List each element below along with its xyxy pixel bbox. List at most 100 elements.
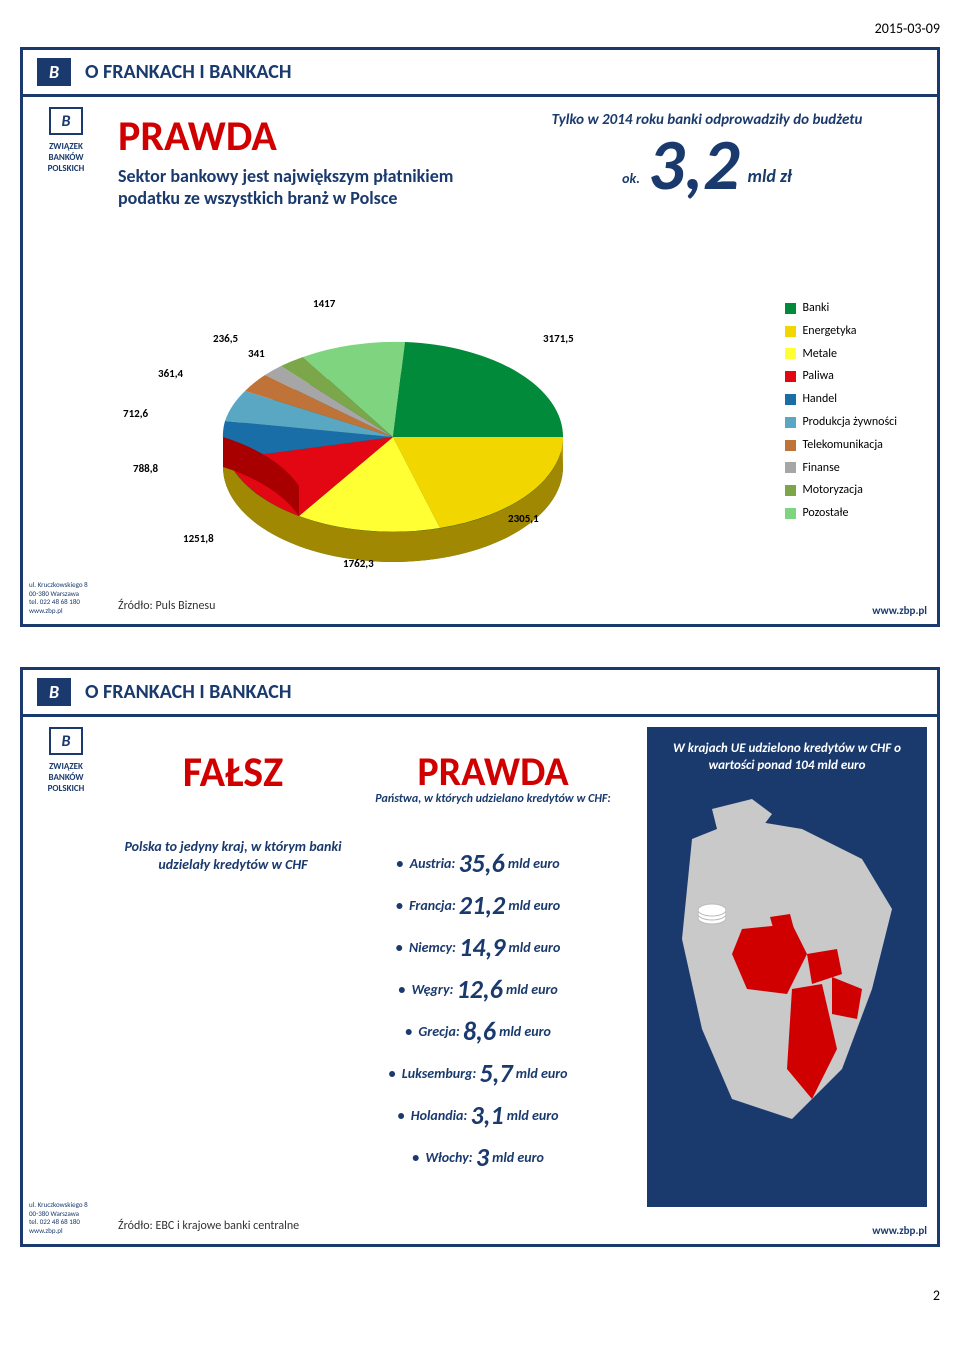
legend-item: Finanse [785,457,897,480]
s2-sub-mid: Państwa, w których udzielano kredytów w … [343,792,643,806]
s1-right-block: Tylko w 2014 roku banki odprowadziły do … [517,111,897,201]
s1-source: Źródło: Puls Biznesu [118,599,215,613]
legend-label: Produkcja żywności [802,411,897,434]
org-name: ZWIĄZEK BANKÓW POLSKICH [31,141,101,174]
legend-item: Motoryzacja [785,479,897,502]
pie-label-motor: 341 [248,347,265,360]
address-block: ul. Kruczkowskiego 8 00-380 Warszawa tel… [29,1201,107,1235]
europe-map [662,789,912,1149]
country-value: 8,6 [463,1015,496,1047]
falsz-heading: FAŁSZ [123,747,343,798]
legend-swatch-icon [785,303,796,314]
org-sidebar: B ZWIĄZEK BANKÓW POLSKICH [31,727,101,794]
country-row: • Holandia: 3,1 mld euro [303,1099,653,1131]
country-unit: mld euro [506,981,558,998]
legend-label: Telekomunikacja [802,434,883,457]
legend-swatch-icon [785,326,796,337]
legend-swatch-icon [785,485,796,496]
sidebar-logo-icon: B [49,107,83,135]
legend-swatch-icon [785,417,796,428]
legend-label: Banki [802,297,829,320]
country-unit: mld euro [516,1065,568,1082]
country-value: 5,7 [479,1057,512,1089]
sidebar-logo-icon: B [49,727,83,755]
legend-label: Energetyka [802,320,856,343]
slide-1: B O FRANKACH I BANKACH B ZWIĄZEK BANKÓW … [20,47,940,627]
slide-2: B O FRANKACH I BANKACH B ZWIĄZEK BANKÓW … [20,667,940,1247]
map-svg [662,789,912,1149]
country-list: • Austria: 35,6 mld euro • Francja: 21,2 … [303,837,653,1183]
legend-item: Energetyka [785,320,897,343]
s1-left-block: PRAWDA Sektor bankowy jest największym p… [118,111,478,209]
pie-legend: BankiEnergetykaMetalePaliwaHandelProdukc… [785,297,897,525]
legend-label: Paliwa [802,365,833,388]
country-unit: mld euro [508,855,560,872]
legend-item: Banki [785,297,897,320]
s1-unit: mld zł [748,165,792,201]
legend-item: Telekomunikacja [785,434,897,457]
country-value: 14,9 [459,931,505,963]
country-row: • Włochy: 3 mld euro [303,1141,653,1173]
country-value: 21,2 [459,889,505,921]
pie-label-pozostale: 1417 [313,297,335,310]
pie-chart: 3171,5 2305,1 1762,3 1251,8 788,8 712,6 … [113,277,653,597]
legend-item: Paliwa [785,365,897,388]
country-unit: mld euro [508,897,560,914]
country-row: • Luksemburg: 5,7 mld euro [303,1057,653,1089]
slide-title: O FRANKACH I BANKACH [85,680,292,704]
country-name: Austria: [410,855,456,872]
country-row: • Austria: 35,6 mld euro [303,847,653,879]
page-number: 2 [20,1287,940,1304]
country-value: 3 [476,1141,489,1173]
country-name: Niemcy: [409,939,456,956]
slide-header: B O FRANKACH I BANKACH [23,670,937,717]
slide-title: O FRANKACH I BANKACH [85,60,292,84]
right-caption: W krajach UE udzielono kredytów w CHF o … [661,741,913,775]
legend-label: Pozostałe [802,502,848,525]
country-row: • Węgry: 12,6 mld euro [303,973,653,1005]
legend-swatch-icon [785,462,796,473]
pie-label-energetyka: 2305,1 [508,512,539,525]
legend-item: Handel [785,388,897,411]
s2-source: Źródło: EBC i krajowe banki centralne [118,1219,299,1233]
legend-swatch-icon [785,348,796,359]
country-name: Węgry: [412,981,454,998]
org-sidebar: B ZWIĄZEK BANKÓW POLSKICH [31,107,101,174]
country-unit: mld euro [499,1023,551,1040]
legend-label: Finanse [802,457,839,480]
country-name: Francja: [409,897,456,914]
prawda-heading: PRAWDA [118,111,478,162]
country-row: • Grecja: 8,6 mld euro [303,1015,653,1047]
country-name: Włochy: [425,1149,472,1166]
address-block: ul. Kruczkowskiego 8 00-380 Warszawa tel… [29,581,107,615]
country-unit: mld euro [492,1149,544,1166]
s1-subtitle: Sektor bankowy jest największym płatniki… [118,166,478,209]
legend-label: Handel [802,388,837,411]
legend-label: Metale [802,343,837,366]
prawda2-heading: PRAWDA [343,747,643,796]
pie-label-finanse: 236,5 [213,332,238,345]
header-logo-icon: B [37,58,71,86]
legend-item: Metale [785,343,897,366]
pie-label-paliwa: 1251,8 [183,532,214,545]
s2-right-panel: W krajach UE udzielono kredytów w CHF o … [647,727,927,1207]
header-logo-icon: B [37,678,71,706]
legend-label: Motoryzacja [802,479,862,502]
country-unit: mld euro [509,939,561,956]
footer-url: www.zbp.pl [872,604,927,617]
s2-mid-block: PRAWDA Państwa, w których udzielano kred… [343,747,643,806]
country-unit: mld euro [507,1107,559,1124]
country-name: Holandia: [411,1107,468,1124]
org-name: ZWIĄZEK BANKÓW POLSKICH [31,761,101,794]
s1-ok: ok. [622,170,640,201]
country-name: Grecja: [418,1023,459,1040]
legend-item: Produkcja żywności [785,411,897,434]
pie-label-telekom: 361,4 [158,367,183,380]
legend-swatch-icon [785,371,796,382]
page-date: 2015-03-09 [20,20,940,37]
legend-item: Pozostałe [785,502,897,525]
pie-label-prodz: 712,6 [123,407,148,420]
legend-swatch-icon [785,508,796,519]
country-name: Luksemburg: [402,1065,477,1082]
country-row: • Francja: 21,2 mld euro [303,889,653,921]
